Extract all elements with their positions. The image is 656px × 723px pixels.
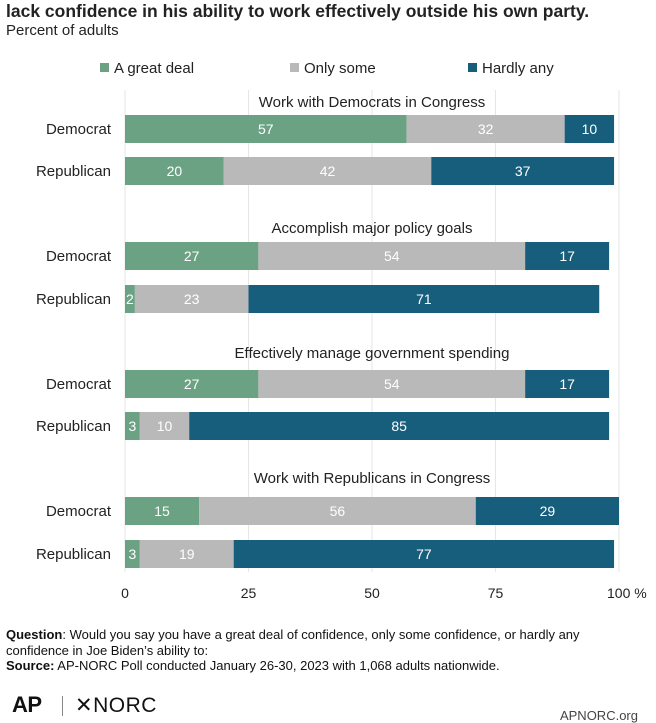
row-label: Republican	[36, 291, 111, 308]
bar-segment	[258, 242, 526, 270]
data-label: 37	[515, 163, 531, 179]
bar-segment	[223, 157, 432, 185]
bar-segment	[125, 370, 259, 398]
data-label: 77	[416, 546, 432, 562]
bar-segment	[199, 497, 476, 525]
bar-segment	[564, 115, 615, 143]
data-label: 3	[129, 418, 137, 434]
footnote: Question: Would you say you have a great…	[6, 627, 646, 674]
data-label: 27	[184, 248, 200, 264]
bar-segment	[525, 370, 610, 398]
bar-segment	[139, 412, 190, 440]
x-tick-label: 50	[364, 585, 380, 601]
chart-title: lack confidence in his ability to work e…	[6, 1, 590, 21]
site-link[interactable]: APNORC.org	[559, 708, 638, 723]
x-tick-label: 0	[121, 585, 129, 601]
panel-title: Effectively manage government spending	[235, 345, 510, 362]
panel-title: Accomplish major policy goals	[272, 220, 473, 237]
x-tick-label: 25	[241, 585, 257, 601]
data-label: 54	[384, 248, 400, 264]
data-label: 19	[179, 546, 195, 562]
question-label: Question	[6, 627, 63, 642]
ap-logo: AP	[12, 692, 42, 717]
data-label: 57	[258, 121, 274, 137]
legend-swatch	[468, 63, 477, 72]
x-tick-label: 75	[488, 585, 504, 601]
data-label: 2	[126, 291, 134, 307]
panel-title: Work with Republicans in Congress	[254, 470, 491, 487]
bar-segment	[431, 157, 615, 185]
bar-segment	[125, 540, 140, 568]
row-label: Democrat	[46, 503, 112, 520]
question-text: : Would you say you have a great deal of…	[6, 627, 580, 658]
data-label: 17	[559, 376, 575, 392]
data-label: 56	[330, 503, 346, 519]
bar-segment	[248, 285, 600, 313]
stacked-bar-chart: A great deal Only some Hardly any Work with…	[36, 60, 647, 601]
bar-segment	[233, 540, 615, 568]
bar-segment	[258, 370, 526, 398]
legend-label: Only some	[304, 60, 376, 77]
bar-segment	[125, 497, 200, 525]
data-label: 10	[582, 121, 598, 137]
legend-label: A great deal	[114, 60, 194, 77]
row-label: Democrat	[46, 248, 112, 265]
x-tick-label: 100 %	[607, 585, 647, 601]
row-label: Republican	[36, 546, 111, 563]
bar-segment	[189, 412, 610, 440]
data-label: 17	[559, 248, 575, 264]
row-label: Republican	[36, 418, 111, 435]
logo-divider	[62, 696, 63, 716]
bar-segment	[125, 242, 259, 270]
source-label: Source:	[6, 658, 55, 673]
data-label: 27	[184, 376, 200, 392]
data-label: 42	[320, 163, 336, 179]
bar-segment	[406, 115, 565, 143]
bar-segment	[125, 412, 140, 440]
row-label: Democrat	[46, 376, 112, 393]
norc-logo: ✕NORC	[75, 694, 157, 717]
data-label: 85	[391, 418, 407, 434]
data-label: 10	[157, 418, 173, 434]
bar-segment	[475, 497, 619, 525]
bar-segment	[125, 115, 407, 143]
row-label: Republican	[36, 163, 111, 180]
data-label: 54	[384, 376, 400, 392]
source-text: AP-NORC Poll conducted January 26-30, 20…	[54, 658, 500, 673]
chart-subtitle: Percent of adults	[6, 22, 119, 39]
bar-segment	[525, 242, 610, 270]
data-label: 3	[129, 546, 137, 562]
bar-segment	[134, 285, 249, 313]
data-label: 71	[416, 291, 432, 307]
data-label: 23	[184, 291, 200, 307]
data-label: 29	[540, 503, 556, 519]
legend-label: Hardly any	[482, 60, 554, 77]
bar-segment	[139, 540, 234, 568]
data-label: 15	[154, 503, 170, 519]
row-label: Democrat	[46, 121, 112, 138]
bar-segment	[125, 157, 224, 185]
bar-segment	[125, 285, 135, 313]
data-label: 32	[478, 121, 494, 137]
legend-swatch	[100, 63, 109, 72]
panel-title: Work with Democrats in Congress	[259, 94, 485, 111]
data-label: 20	[167, 163, 183, 179]
legend-swatch	[290, 63, 299, 72]
